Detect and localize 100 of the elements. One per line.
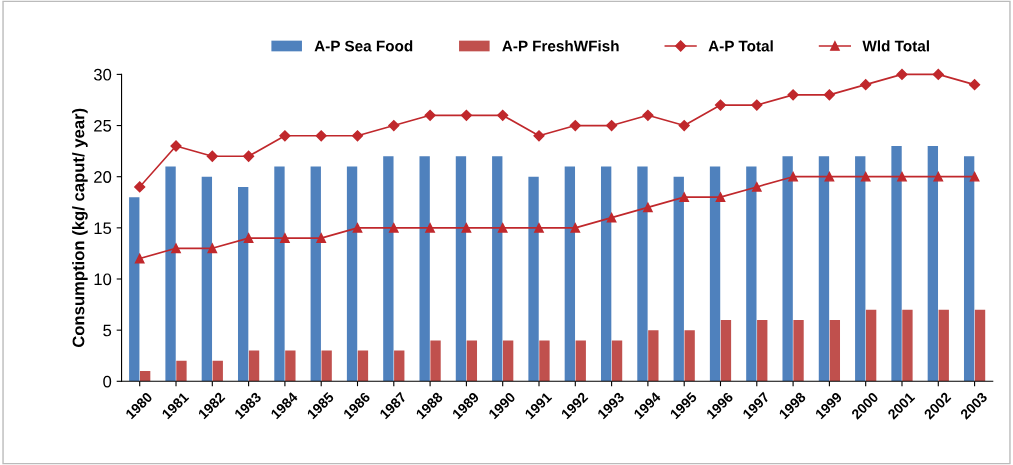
bar bbox=[575, 340, 586, 382]
y-tick-label: 0 bbox=[103, 375, 112, 388]
y-tick-label: 20 bbox=[94, 171, 112, 183]
point bbox=[497, 109, 509, 121]
y-tick-label: 10 bbox=[94, 273, 112, 286]
bar bbox=[274, 166, 285, 382]
bar bbox=[237, 186, 249, 382]
bar bbox=[310, 166, 321, 382]
y-tick-label: 5 bbox=[103, 324, 112, 337]
bar bbox=[684, 330, 695, 382]
bar bbox=[176, 360, 187, 382]
bar bbox=[938, 309, 949, 382]
point bbox=[932, 68, 944, 81]
point bbox=[823, 89, 835, 101]
bar bbox=[637, 166, 648, 382]
point bbox=[824, 171, 835, 182]
point bbox=[605, 119, 618, 132]
bar bbox=[648, 330, 659, 382]
y-axis-title: Consumption (kg/ caput/ year) bbox=[72, 108, 88, 348]
point bbox=[315, 130, 327, 142]
point bbox=[461, 222, 472, 233]
point bbox=[679, 192, 690, 203]
legend-label: A-P FreshWFish bbox=[502, 40, 619, 52]
bar bbox=[129, 197, 140, 382]
bar bbox=[165, 166, 176, 382]
point bbox=[351, 130, 364, 142]
point bbox=[280, 233, 290, 243]
point bbox=[243, 233, 254, 243]
y-tick-label: 30 bbox=[93, 68, 112, 81]
point bbox=[751, 99, 763, 111]
bar bbox=[963, 156, 975, 382]
point bbox=[860, 79, 872, 91]
bar bbox=[720, 319, 732, 382]
bar bbox=[974, 309, 986, 382]
point bbox=[207, 243, 218, 254]
bar bbox=[818, 156, 830, 382]
bar bbox=[502, 340, 514, 382]
point bbox=[788, 171, 798, 182]
bar bbox=[793, 319, 804, 382]
point bbox=[279, 130, 291, 142]
bar bbox=[419, 156, 430, 382]
bar bbox=[673, 176, 684, 382]
bar bbox=[248, 350, 260, 382]
point bbox=[787, 89, 799, 101]
bar bbox=[383, 156, 394, 382]
bar bbox=[927, 146, 939, 382]
point bbox=[171, 243, 181, 254]
bar bbox=[757, 319, 768, 382]
point bbox=[424, 109, 436, 121]
point bbox=[642, 109, 654, 121]
point bbox=[969, 171, 980, 182]
bar bbox=[394, 350, 405, 382]
bar bbox=[564, 166, 576, 382]
legend-label: Wld Total bbox=[862, 40, 929, 52]
y-tick-label: 25 bbox=[94, 119, 112, 132]
bar bbox=[746, 166, 757, 382]
point bbox=[606, 212, 617, 223]
point bbox=[715, 192, 726, 203]
point bbox=[425, 222, 435, 233]
point bbox=[134, 181, 146, 193]
bar bbox=[201, 176, 213, 382]
bar bbox=[611, 340, 623, 382]
bar bbox=[492, 156, 503, 382]
point bbox=[352, 222, 363, 233]
bar bbox=[709, 166, 721, 382]
bar bbox=[346, 166, 358, 382]
bar bbox=[528, 176, 539, 382]
bar bbox=[321, 350, 332, 382]
point bbox=[534, 222, 544, 233]
point bbox=[243, 150, 255, 162]
point bbox=[206, 150, 218, 162]
bar bbox=[466, 340, 478, 382]
point bbox=[316, 233, 327, 243]
point bbox=[968, 79, 981, 91]
point bbox=[897, 171, 907, 182]
bar bbox=[855, 156, 866, 382]
point bbox=[134, 253, 145, 264]
point bbox=[896, 68, 908, 81]
bar bbox=[902, 309, 913, 382]
bar bbox=[782, 156, 793, 382]
bar bbox=[891, 146, 902, 382]
bar bbox=[865, 309, 877, 382]
legend-label: A-P Sea Food bbox=[314, 40, 413, 52]
point bbox=[533, 130, 545, 142]
point bbox=[569, 119, 581, 132]
y-tick-label: 15 bbox=[94, 222, 112, 235]
point bbox=[570, 222, 581, 233]
bar bbox=[539, 340, 550, 382]
point bbox=[860, 171, 871, 182]
legend-label: A-P Total bbox=[708, 40, 773, 52]
point bbox=[388, 222, 399, 233]
bar bbox=[600, 166, 612, 382]
point bbox=[933, 171, 944, 182]
point bbox=[497, 222, 508, 233]
bar bbox=[357, 350, 369, 382]
point bbox=[388, 119, 400, 132]
bar bbox=[139, 371, 151, 382]
bar bbox=[285, 350, 296, 382]
point bbox=[460, 109, 473, 121]
point bbox=[643, 202, 653, 213]
